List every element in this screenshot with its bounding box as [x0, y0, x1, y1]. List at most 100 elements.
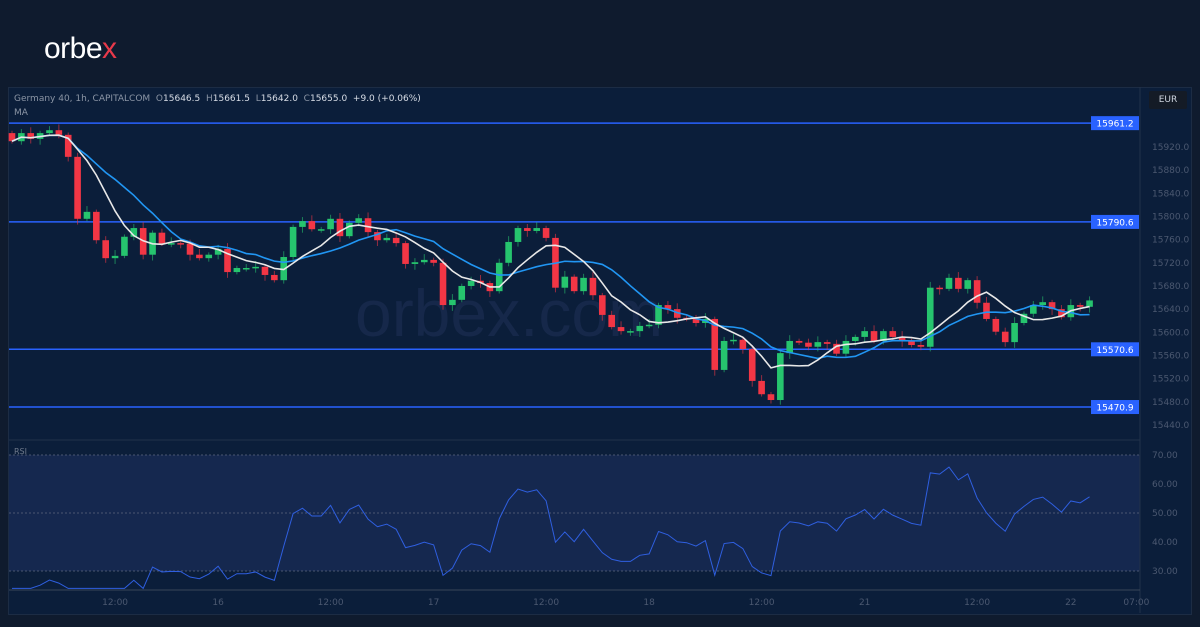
candle-body [1076, 305, 1084, 307]
level-price-tag [1091, 342, 1139, 357]
candle-body [524, 228, 531, 231]
rsi-tick-label: 50.00 [1152, 509, 1178, 519]
candle-body [186, 243, 194, 255]
candle-body [870, 331, 878, 341]
price-tick-label: 15440.0 [1152, 421, 1189, 431]
candle-body [336, 218, 344, 237]
price-tick-label: 15800.0 [1152, 212, 1189, 222]
candle-body [1086, 300, 1093, 307]
candle-body [852, 336, 859, 341]
candle-body [1048, 302, 1056, 310]
time-tick-label: 16 [212, 598, 224, 608]
time-tick-label: 21 [859, 598, 870, 608]
candle-body [280, 257, 288, 281]
price-tick-label: 15560.0 [1152, 351, 1189, 361]
level-price-tag [1091, 400, 1139, 415]
candle-body [317, 229, 325, 231]
candle-body [64, 134, 72, 157]
price-tick-label: 15880.0 [1152, 166, 1189, 176]
level-price-tag [1091, 214, 1139, 229]
candle-body [758, 380, 765, 395]
price-tick-label: 15680.0 [1152, 282, 1189, 292]
candle-body [458, 285, 466, 300]
price-tick-label: 15920.0 [1152, 143, 1189, 153]
candle-body [196, 254, 203, 259]
candle-body [767, 394, 775, 401]
candle-body [430, 259, 437, 263]
time-tick-label: 12:00 [533, 598, 559, 608]
candle-body [449, 299, 456, 306]
candle-body [561, 276, 569, 288]
time-tick-label: 12:00 [318, 598, 344, 608]
candle-body [570, 276, 578, 292]
candle-body [467, 280, 475, 286]
level-price-label: 15961.2 [1096, 120, 1133, 130]
time-tick-label: 18 [643, 598, 655, 608]
price-tick-label: 15480.0 [1152, 398, 1189, 408]
candle-body [93, 211, 100, 241]
close-label: C [303, 94, 310, 104]
candle-body [102, 240, 109, 259]
high-label: H [205, 94, 213, 104]
orbex-logo: orbex [44, 32, 117, 65]
candle-body [74, 156, 81, 219]
candle-body [917, 345, 925, 347]
candle-body [121, 236, 128, 256]
high-value: 15661.5 [212, 94, 250, 104]
candle-body [823, 342, 831, 344]
candle-body [514, 228, 522, 242]
open-label: O [155, 94, 164, 104]
candle-body [1030, 305, 1037, 314]
low-label: L [255, 94, 261, 104]
candle-body [130, 228, 138, 237]
candle-body [748, 349, 756, 381]
rsi-tick-label: 60.00 [1152, 480, 1178, 490]
candle-body [589, 277, 597, 296]
candle-body [645, 324, 653, 327]
candle-body [158, 232, 166, 244]
price-tick-label: 15720.0 [1152, 259, 1189, 269]
open-value: 15646.5 [163, 94, 201, 104]
ma-indicator-label[interactable]: MA [14, 108, 28, 118]
candle-body [224, 248, 231, 273]
candle-body [1039, 302, 1046, 306]
candle-body [420, 259, 428, 263]
level-price-label: 15470.9 [1096, 404, 1133, 414]
candle-body [673, 309, 681, 318]
level-price-label: 15570.6 [1096, 346, 1133, 356]
candle-body [111, 255, 119, 259]
rsi-tick-label: 70.00 [1152, 451, 1178, 461]
candle-body [786, 340, 794, 354]
candle-body [992, 318, 1000, 332]
currency-button[interactable]: EUR [1149, 91, 1187, 109]
candle-body [636, 325, 644, 332]
candle-body [402, 243, 409, 264]
candle-body [327, 218, 334, 230]
candle-body [936, 287, 943, 290]
candle-body [805, 342, 812, 347]
time-tick-label: 12:00 [749, 598, 775, 608]
rsi-line [12, 466, 1090, 590]
candle-body [608, 314, 615, 328]
candle-body [664, 305, 672, 310]
rsi-tick-label: 40.00 [1152, 538, 1178, 548]
price-tick-label: 15520.0 [1152, 375, 1189, 385]
candle-body [964, 280, 972, 289]
candle-body [55, 130, 63, 135]
candle-body [495, 262, 503, 292]
candle-body [777, 353, 784, 401]
ohlc-legend: Germany 40, 1h, CAPITALCOM O15646.5 H156… [14, 94, 421, 104]
candle-body [880, 331, 887, 341]
candle-body [842, 340, 850, 354]
rsi-label[interactable]: RSI [14, 447, 27, 456]
candle-body [383, 237, 391, 241]
candle-body [533, 228, 541, 231]
time-tick-label: 12:00 [102, 598, 128, 608]
candle-body [364, 218, 372, 233]
candle-body [599, 295, 606, 315]
candle-body [8, 133, 16, 142]
candle-body [242, 268, 250, 270]
level-price-tag [1091, 116, 1139, 131]
candle-body [720, 340, 728, 370]
